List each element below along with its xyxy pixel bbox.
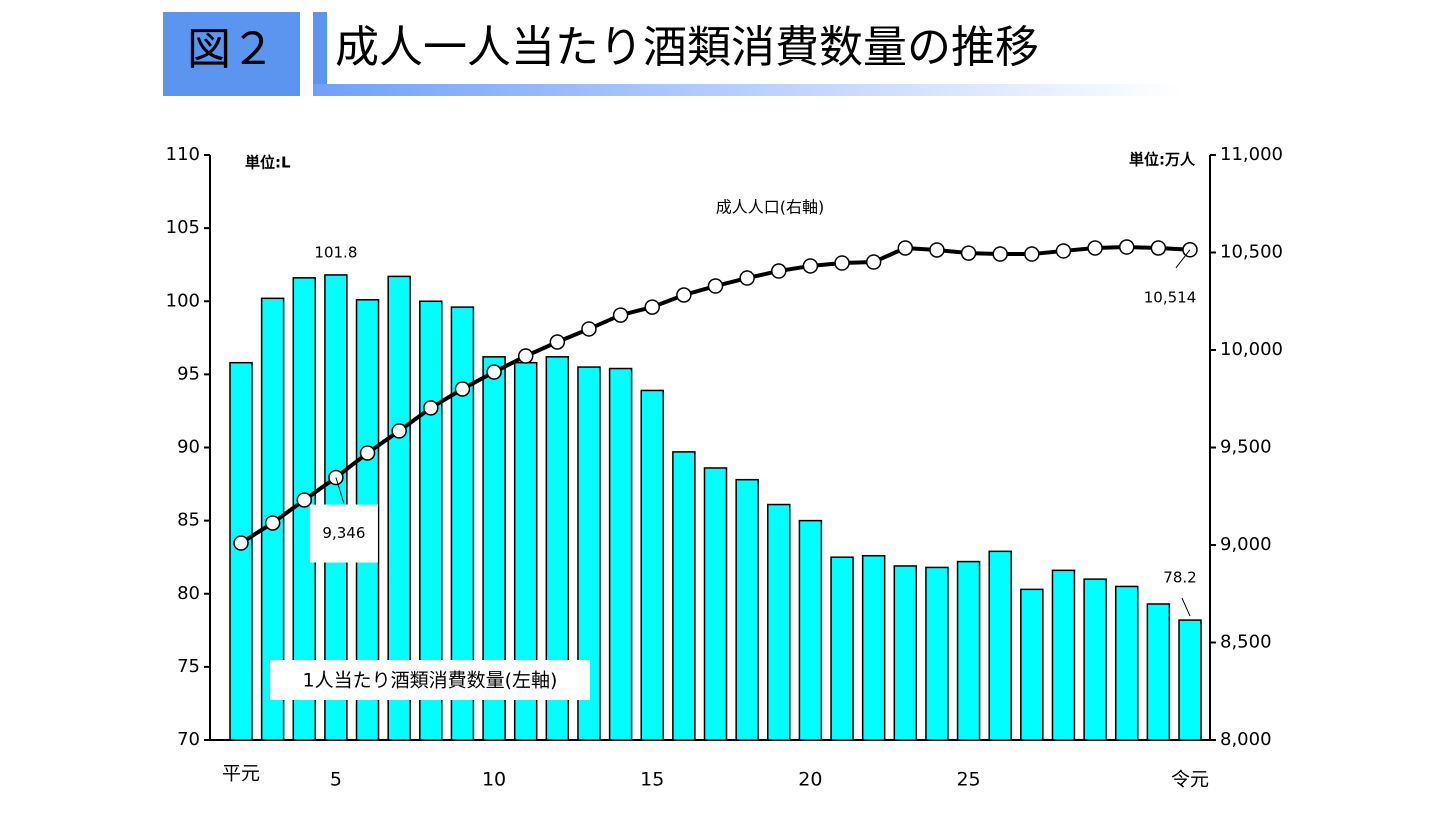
bar [893, 565, 918, 741]
marker [264, 515, 281, 531]
y2-tick-label: 11,000 [1220, 144, 1283, 165]
bar [229, 361, 253, 741]
bar [450, 306, 475, 741]
leader [1181, 597, 1191, 617]
leader [1175, 249, 1191, 269]
bar [640, 389, 664, 741]
bar [925, 566, 949, 741]
data-label: 101.8 [314, 243, 357, 261]
plot: 7075808590951001051108,0008,5009,0009,50… [166, 144, 1283, 791]
y-unit: 単位:L [245, 154, 291, 172]
y2-tick-label: 9,500 [1220, 437, 1272, 458]
data-label: 10,514 [1144, 288, 1197, 306]
marker [960, 245, 977, 261]
x-tick-label: 5 [330, 769, 342, 791]
marker [1024, 246, 1040, 262]
y2-tick-label: 8,000 [1220, 729, 1272, 750]
title-underline [313, 84, 1183, 96]
y-tick-label: 80 [177, 583, 200, 604]
figure-label-box [163, 12, 300, 96]
marker [897, 240, 914, 256]
data-label: 9,346 [322, 524, 365, 542]
y-tick-label: 85 [177, 510, 200, 531]
y-tick-label: 105 [166, 217, 200, 238]
marker [644, 299, 660, 315]
bar [672, 451, 696, 741]
marker [739, 270, 755, 286]
legend-label: 1人当たり酒類消費数量(左軸) [303, 670, 558, 692]
y2-unit: 単位:万人 [1129, 151, 1196, 169]
x-tick-label: 10 [482, 769, 506, 791]
bar [703, 467, 728, 741]
title-accent [313, 12, 327, 96]
marker [296, 492, 313, 508]
bar [1020, 588, 1044, 741]
marker [771, 263, 787, 279]
marker [1055, 243, 1072, 259]
legend-box [270, 660, 590, 700]
marker [581, 321, 597, 337]
bar [735, 478, 759, 741]
bar [861, 554, 886, 741]
leader [335, 477, 345, 504]
marker [707, 278, 724, 294]
marker [517, 348, 534, 364]
data-label: 78.2 [1163, 569, 1196, 587]
marker [486, 364, 502, 380]
bar [608, 367, 633, 741]
y-tick-label: 70 [177, 729, 200, 750]
marker [1118, 239, 1135, 255]
marker [929, 242, 945, 258]
y2-tick-label: 8,500 [1220, 632, 1272, 653]
marker [1087, 240, 1103, 256]
marker [454, 381, 471, 397]
bar [1178, 619, 1202, 741]
bar [1051, 569, 1076, 741]
bar [767, 503, 791, 741]
label-box [309, 504, 378, 563]
y2-tick-label: 9,000 [1220, 534, 1272, 555]
y-tick-label: 100 [166, 290, 200, 311]
y-tick-label: 95 [177, 363, 200, 384]
marker [359, 445, 376, 461]
marker [423, 400, 439, 416]
marker [992, 246, 1008, 262]
x-tick-label: 25 [956, 769, 980, 791]
marker [391, 423, 407, 439]
bar [577, 366, 601, 741]
x-tick-label: 平元 [222, 763, 260, 785]
bar [988, 550, 1012, 741]
x-tick-label: 15 [640, 769, 664, 791]
bar [830, 556, 854, 741]
x-tick-label: 令元 [1171, 769, 1209, 791]
marker [549, 334, 566, 350]
bar [387, 275, 411, 741]
figure-label: 図２ [187, 24, 275, 75]
legend-label: 成人人口(右軸) [716, 198, 825, 217]
bar [1083, 578, 1107, 741]
bar [798, 519, 823, 741]
y-tick-label: 90 [177, 437, 200, 458]
bar [482, 356, 506, 741]
title: 成人一人当たり酒類消費数量の推移 [335, 22, 1039, 73]
x-tick-label: 20 [798, 769, 822, 791]
marker [834, 255, 850, 271]
bar [545, 356, 570, 741]
marker [676, 287, 692, 303]
y2-tick-label: 10,000 [1220, 339, 1283, 360]
marker [865, 254, 882, 270]
bar [956, 560, 981, 741]
y2-tick-label: 10,500 [1220, 242, 1283, 263]
y-tick-label: 75 [177, 656, 200, 677]
bar [1146, 603, 1171, 741]
marker [233, 535, 249, 551]
marker [1150, 240, 1167, 256]
marker [802, 258, 819, 274]
y-tick-label: 110 [166, 144, 200, 165]
marker [612, 307, 629, 323]
bar [1114, 585, 1139, 741]
